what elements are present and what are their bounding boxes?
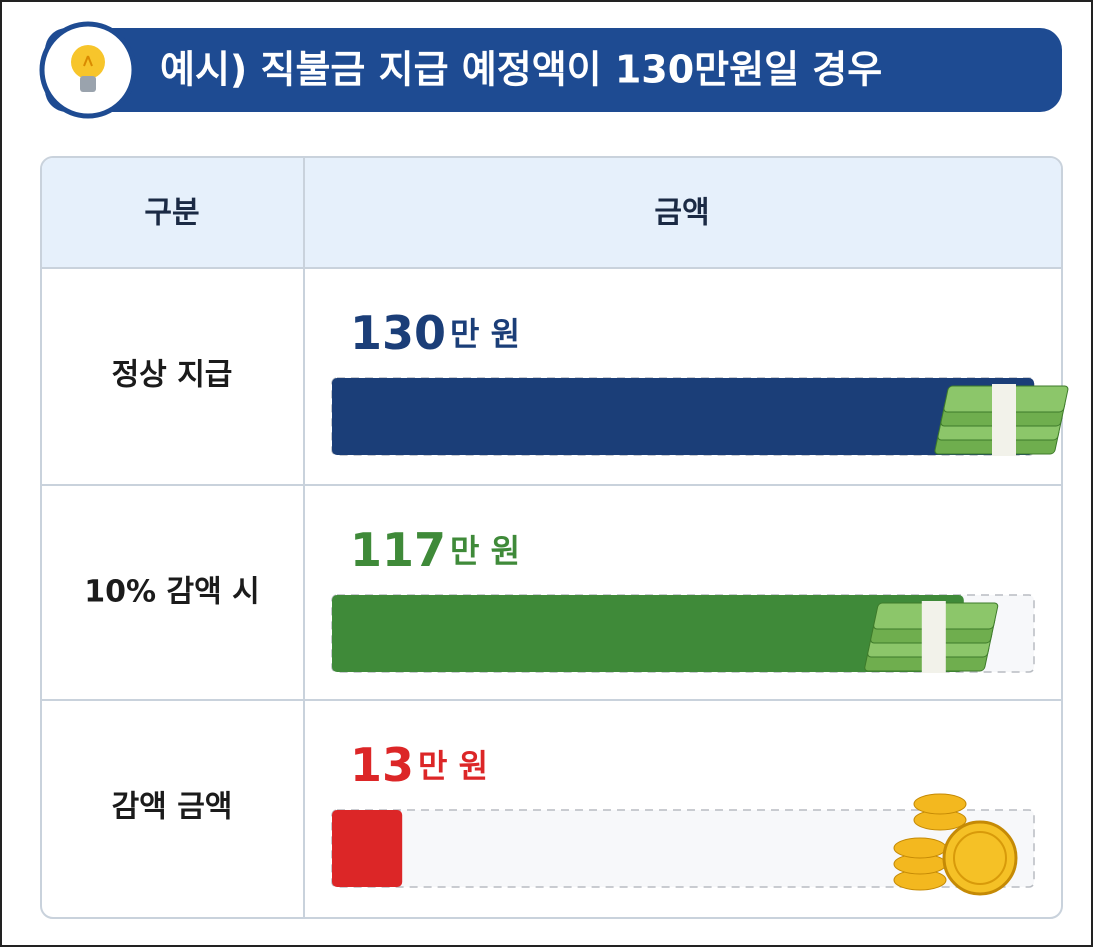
bar [332,595,964,672]
coin [893,837,947,859]
money-icon [934,384,1069,456]
header-label: 구분 [144,196,199,231]
value-label: 130 만 원 [350,306,520,360]
band [992,384,1016,456]
category-label: 감액 금액 [112,790,233,825]
band [921,601,946,673]
header-row [42,158,1061,268]
money-icon [864,601,999,673]
chart-title: 예시) 직불금 지급 예정액이 130만원일 경우 [160,48,882,92]
category-label: 10% 감액 시 [84,575,260,610]
value-unit: 만 원 [450,532,520,570]
bar [332,378,1034,455]
value-number: 13 [350,738,414,792]
title-banner [45,28,1062,112]
value-label: 117 만 원 [350,523,520,577]
bulb-icon [71,45,105,92]
coin [913,793,967,815]
bar [332,810,403,887]
bar-track [331,809,1035,888]
value-number: 117 [350,523,446,577]
value-number: 130 [350,306,446,360]
coin-icon [893,793,1018,896]
value-label: 13 만 원 [350,738,488,792]
value-unit: 만 원 [450,315,520,353]
table [40,156,1063,919]
category-label: 정상 지급 [112,358,233,393]
header-label: 금액 [654,196,709,231]
coin [953,831,1007,885]
value-unit: 만 원 [418,747,488,785]
